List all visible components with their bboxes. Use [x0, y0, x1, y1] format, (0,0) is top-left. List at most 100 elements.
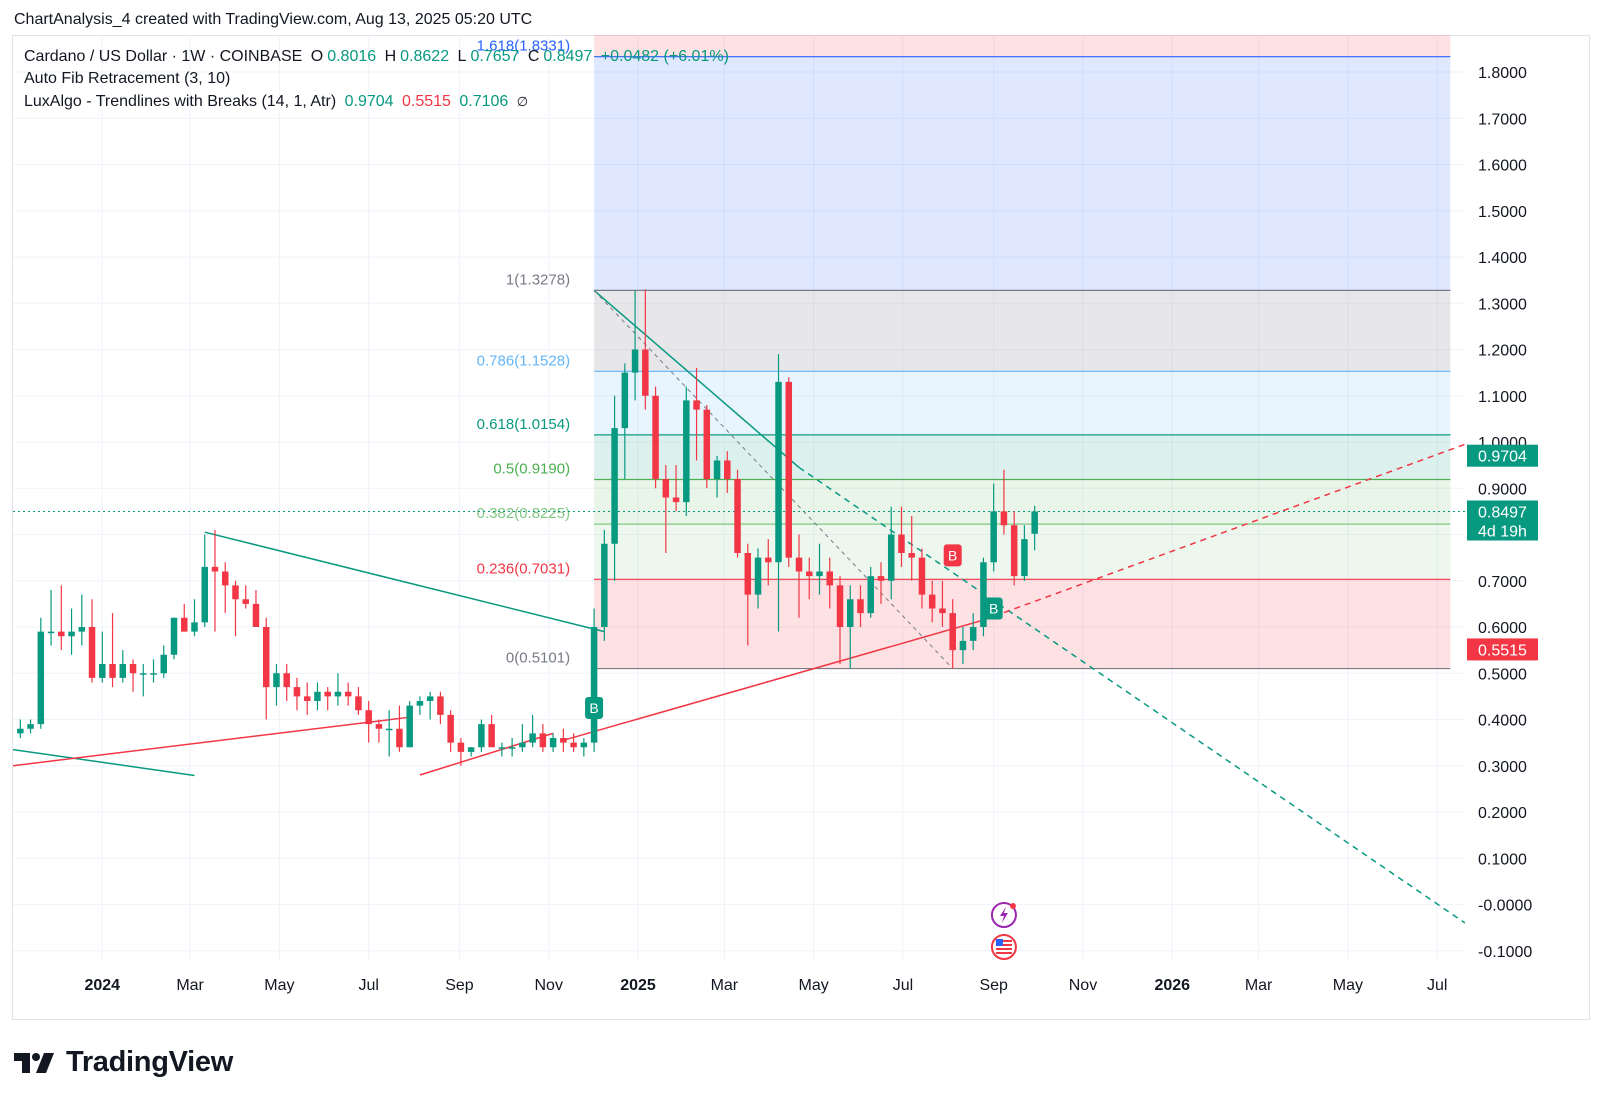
candle: [478, 719, 485, 752]
candle: [262, 617, 270, 720]
candle-body: [928, 594, 936, 609]
x-axis-tick: Sep: [445, 977, 474, 994]
candle-body: [1010, 525, 1018, 577]
candle-body: [519, 742, 526, 748]
legend-indicator-fib[interactable]: Auto Fib Retracement (3, 10): [24, 70, 231, 87]
y-axis-tick: 0.6000: [1478, 620, 1527, 637]
y-axis-tick: 0.1000: [1478, 851, 1527, 868]
candle: [365, 701, 372, 743]
candle-body: [918, 557, 926, 595]
legend-high-label: H: [384, 48, 397, 65]
legend-open: 0.8016: [327, 48, 377, 65]
candle: [293, 677, 301, 711]
candle: [181, 603, 188, 632]
signal-badge-label: B: [989, 601, 998, 617]
candle: [1031, 505, 1038, 551]
candle: [191, 599, 198, 637]
candle: [703, 405, 711, 489]
candle-body: [560, 738, 567, 743]
candle: [734, 469, 741, 558]
us-flag-icon-stripe: [995, 948, 1012, 950]
y-axis-tick: 1.5000: [1478, 204, 1527, 221]
candle: [314, 682, 321, 711]
candle-body: [754, 557, 762, 595]
candle-body: [314, 691, 321, 701]
x-axis-tick: Jul: [1427, 977, 1447, 994]
signal-badge-label: B: [589, 700, 598, 716]
candle: [549, 733, 557, 752]
us-flag-icon-stripe: [995, 952, 1012, 954]
candle: [1021, 525, 1028, 581]
candle-body: [539, 733, 547, 748]
candle: [1000, 469, 1008, 535]
candle: [898, 506, 905, 567]
legend-change: +0.0482 (+6.01%): [600, 48, 729, 65]
signal-badge-label: B: [948, 547, 957, 563]
candle-body: [580, 742, 588, 748]
legend-symbol[interactable]: Cardano / US Dollar · 1W · COINBASE: [24, 48, 303, 65]
fib-zone: [594, 290, 1451, 372]
candle: [908, 516, 915, 581]
fib-level-label: 0.618(1.0154): [477, 416, 570, 433]
candle-body: [17, 728, 24, 734]
candle-body: [744, 553, 752, 595]
candle: [375, 719, 383, 743]
candle: [467, 747, 475, 757]
candle-body: [631, 349, 639, 373]
candle: [601, 529, 608, 641]
candle-body: [283, 673, 290, 688]
tradingview-logo-icon: [14, 1052, 54, 1073]
legend-low: 0.7657: [470, 48, 520, 65]
candle: [447, 710, 454, 752]
candle: [765, 539, 772, 586]
legend-indicator-luxalgo[interactable]: LuxAlgo - Trendlines with Breaks (14, 1,…: [24, 93, 337, 110]
candle: [980, 557, 987, 637]
fib-level-label: 0.5(0.9190): [493, 460, 570, 477]
signal-badge: [984, 597, 1003, 620]
candle: [68, 608, 75, 655]
candle-body: [437, 696, 444, 715]
candle: [232, 580, 239, 637]
us-flag-icon: [990, 934, 1017, 960]
candle-body: [406, 705, 413, 748]
chart-frame: [12, 35, 1590, 1020]
candle-body: [816, 571, 823, 577]
candle: [877, 562, 885, 604]
candle-body: [611, 428, 618, 544]
candle-body: [1031, 511, 1038, 534]
candle-body: [939, 608, 946, 614]
fib-zone: [594, 479, 1451, 525]
candle-body: [806, 571, 813, 577]
hide-values-icon[interactable]: ∅: [516, 94, 529, 109]
trendline-support_ext: [983, 443, 1465, 621]
candle: [1010, 511, 1018, 586]
candle: [27, 719, 34, 734]
lightning-icon: [990, 902, 1017, 928]
candle-body: [385, 728, 393, 731]
tradingview-logo[interactable]: TradingView: [14, 1046, 233, 1079]
candle-body: [959, 640, 967, 651]
candle: [406, 701, 413, 748]
candle-body: [242, 599, 249, 604]
signal-badge: [585, 696, 604, 719]
price-label-box: [1467, 500, 1538, 541]
candle-body: [826, 571, 833, 586]
candle: [88, 599, 96, 683]
candle: [969, 613, 977, 651]
y-axis-tick: 1.2000: [1478, 343, 1527, 360]
candle: [334, 673, 342, 706]
candle: [939, 580, 946, 627]
y-axis-tick: 1.4000: [1478, 250, 1527, 267]
candle-body: [724, 460, 731, 479]
fib-level-label: 1(1.3278): [506, 271, 570, 288]
candle: [621, 363, 629, 479]
candle: [887, 506, 895, 600]
candle-body: [293, 687, 301, 697]
candle-body: [416, 701, 424, 706]
x-axis-tick: 2024: [84, 977, 120, 994]
candle-body: [775, 381, 782, 563]
candle: [867, 566, 874, 618]
luxalgo-value-3: 0.7106: [459, 93, 509, 110]
candle: [642, 289, 649, 410]
